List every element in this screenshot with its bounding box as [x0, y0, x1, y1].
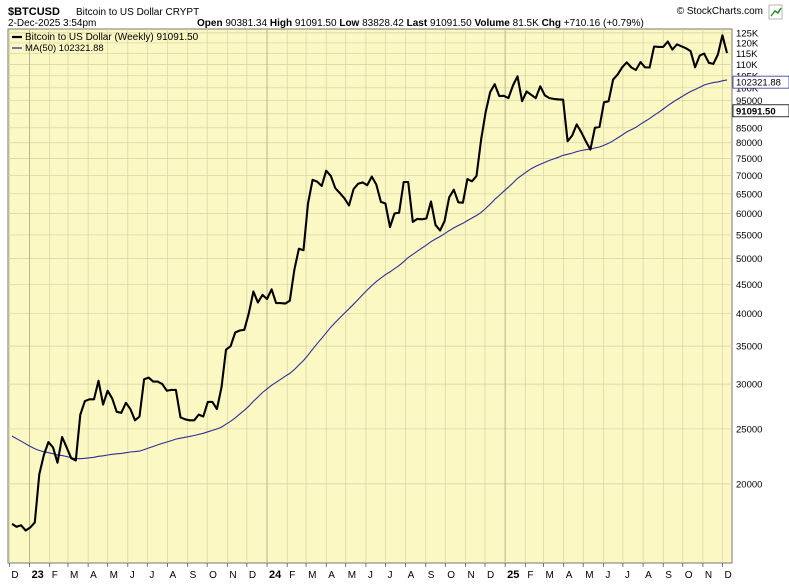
- trend-arrow-icon: [768, 4, 783, 20]
- x-tick-label: D: [487, 570, 494, 581]
- x-tick-label: J: [130, 570, 135, 581]
- y-tick-label: 75000: [736, 154, 762, 165]
- ohlc-readout: Open 90381.34 High 91091.50 Low 83828.42…: [197, 18, 644, 29]
- x-tick-label: F: [527, 570, 533, 581]
- x-tick-label: J: [149, 570, 154, 581]
- y-tick-label: 80000: [736, 138, 762, 149]
- gridlines: [8, 29, 732, 563]
- date-time-label: 2-Dec-2025 3:54pm: [8, 18, 96, 29]
- security-name: Bitcoin to US Dollar CRYPT: [76, 7, 199, 18]
- x-tick-label: A: [169, 570, 176, 581]
- watermark: © StockCharts.com: [677, 6, 763, 17]
- y-tick-label: 120K: [736, 38, 759, 49]
- y-tick-label: 25000: [736, 424, 762, 435]
- price-line: [11, 34, 729, 532]
- x-tick-label: J: [387, 570, 392, 581]
- y-tick-label: 60000: [736, 209, 762, 220]
- x-tick-label: M: [348, 570, 356, 581]
- y-tick-label: 70000: [736, 171, 762, 182]
- x-tick-label: N: [229, 570, 236, 581]
- x-tick-label: M: [70, 570, 78, 581]
- legend: Bitcoin to US Dollar (Weekly) 91091.50 M…: [12, 32, 199, 54]
- y-tick-label: 65000: [736, 189, 762, 200]
- x-tick-label: A: [566, 570, 573, 581]
- y-tick-label: 125K: [736, 28, 759, 39]
- x-tick-label: F: [289, 570, 295, 581]
- x-tick-label: A: [408, 570, 415, 581]
- y-tick-label: 115K: [736, 49, 758, 60]
- y-tick-label: 45000: [736, 280, 762, 291]
- ma-value-tag: 102321.88: [736, 78, 781, 89]
- x-axis: D 23 F M A M J J A S O N D 24 F M A M J J A S O N D 25 F M A M J J A S O N D: [8, 563, 732, 581]
- ma50-line: [11, 79, 728, 460]
- x-tick-label: A: [645, 570, 652, 581]
- y-tick-label: 35000: [736, 342, 762, 353]
- y-tick-label: 95000: [736, 96, 762, 107]
- x-tick-label: J: [368, 570, 373, 581]
- x-tick-label: M: [546, 570, 554, 581]
- x-tick-label: O: [447, 570, 455, 581]
- legend-price-label: Bitcoin to US Dollar (Weekly) 91091.50: [25, 32, 199, 43]
- y-tick-label: 100K: [736, 83, 759, 94]
- y-tick-label: 55000: [736, 230, 762, 241]
- plot-area: [7, 28, 733, 564]
- x-tick-label: M: [308, 570, 316, 581]
- x-tick-label: D: [724, 570, 731, 581]
- x-tick-label: S: [665, 570, 672, 581]
- x-tick-label: 25: [507, 569, 519, 581]
- y-tick-label: 30000: [736, 380, 762, 391]
- x-tick-label: S: [428, 570, 435, 581]
- y-axis: 20000 25000 30000 35000 40000 45000 50000 55000…: [736, 28, 762, 490]
- y-tick-label: 20000: [736, 479, 762, 490]
- x-tick-label: N: [705, 570, 712, 581]
- y-tick-label: 40000: [736, 309, 762, 320]
- x-tick-label: F: [52, 570, 58, 581]
- x-tick-label: S: [190, 570, 197, 581]
- x-tick-label: M: [110, 570, 118, 581]
- x-tick-label: O: [209, 570, 217, 581]
- y-tick-label: 85000: [736, 123, 762, 134]
- symbol-label: $BTCUSD: [8, 6, 60, 18]
- ma-value-tag-box: [732, 75, 789, 89]
- last-price-tag: 91091.50: [736, 106, 776, 117]
- x-tick-label: M: [585, 570, 593, 581]
- last-price-tag-box: [732, 104, 789, 118]
- x-tick-label: D: [249, 570, 256, 581]
- y-tick-label: 50000: [736, 254, 762, 265]
- x-tick-label: 24: [269, 569, 282, 581]
- x-tick-label: A: [90, 570, 97, 581]
- y-tick-label: 110K: [736, 60, 758, 71]
- x-tick-label: 23: [32, 569, 44, 581]
- x-tick-label: J: [605, 570, 610, 581]
- x-tick-label: N: [467, 570, 474, 581]
- x-tick-label: D: [11, 570, 18, 581]
- x-tick-label: J: [625, 570, 630, 581]
- x-tick-label: A: [328, 570, 335, 581]
- x-tick-label: O: [685, 570, 693, 581]
- value-tags: 102321.88 91091.50: [732, 75, 789, 118]
- legend-ma-label: MA(50) 102321.88: [25, 43, 104, 54]
